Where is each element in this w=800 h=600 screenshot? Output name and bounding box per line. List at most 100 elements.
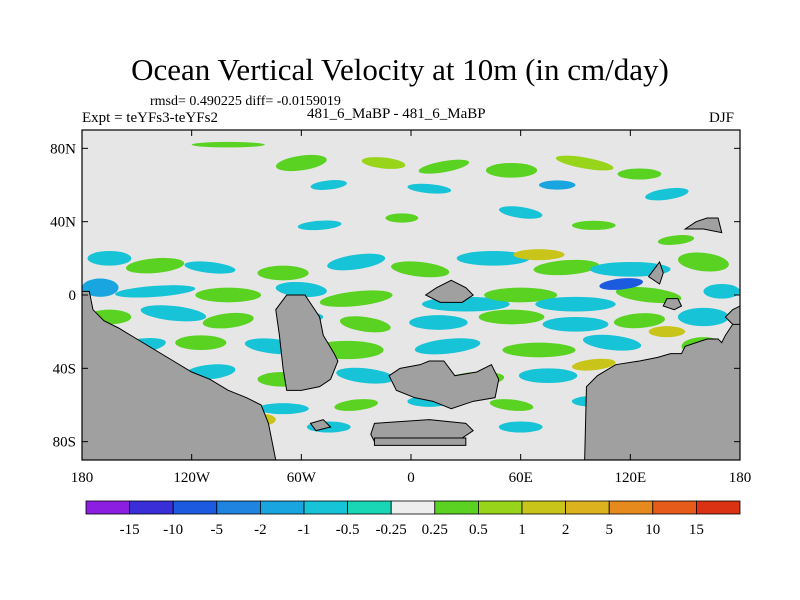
field-patch (648, 326, 686, 338)
field-patch (513, 249, 565, 261)
field-patch (175, 335, 227, 350)
figure-title: Ocean Vertical Velocity at 10m (in cm/da… (131, 52, 669, 87)
field-patch (657, 235, 695, 245)
colorbar-box (521, 500, 566, 515)
colorbar-box (216, 500, 261, 515)
field-patch (319, 290, 393, 307)
colorbar-box (172, 500, 218, 515)
field-patch (275, 281, 327, 298)
case-names-label: 481_6_MaBP - 481_6_MaBP (307, 106, 486, 122)
stats-label: rmsd= 0.490225 diff= -0.0159019 (150, 94, 341, 109)
land-mask (82, 217, 740, 460)
field-patch (590, 262, 671, 277)
land-shape (309, 419, 332, 432)
colorbar-label: 0.25 (422, 522, 448, 538)
field-patch (571, 220, 616, 230)
map-axes: 180 120W 60W 0 60E 120E 180 80N 40N 0 40S 80S (50, 130, 751, 486)
colorbar-box (129, 500, 174, 515)
colorbar-box (347, 500, 392, 515)
land-shape (683, 217, 723, 234)
field-patch (202, 312, 254, 329)
field-patch (140, 305, 207, 322)
field-patch (87, 251, 132, 266)
land-shape (424, 279, 474, 303)
field-patch (385, 213, 419, 223)
colorbar-box (652, 500, 697, 515)
y-tick-label: 80N (50, 141, 76, 157)
field-patch (555, 155, 614, 171)
experiment-label: Expt = teYFs3-teYFs2 (82, 110, 218, 126)
colorbar-label: -0.5 (336, 522, 360, 538)
colorbar-box (434, 500, 479, 515)
field-patch (361, 157, 406, 169)
field-patch (391, 261, 450, 278)
colorbar-box (608, 500, 654, 515)
field-patch (184, 261, 236, 274)
land-shape (82, 290, 277, 460)
colorbar-box (259, 500, 305, 515)
field-patch (418, 159, 470, 174)
x-tick-label: 120E (614, 470, 646, 486)
colorbar-label: -10 (163, 522, 183, 538)
field-patch (533, 259, 600, 276)
field-patch (191, 141, 265, 148)
field-patch (484, 287, 558, 303)
colorbar-label: -1 (298, 522, 311, 538)
colorbar-box (303, 500, 348, 515)
field-patch (599, 278, 644, 290)
y-tick-label: 0 (69, 288, 77, 304)
land-shape (275, 294, 339, 391)
colorbar-box (696, 500, 741, 515)
x-tick-label: 120W (173, 470, 211, 486)
colorbar-label: -2 (254, 522, 267, 538)
field-patch (275, 154, 327, 172)
y-tick-label: 40N (50, 215, 76, 231)
field-patch (518, 368, 578, 383)
field-patch (571, 358, 616, 371)
field-patch (195, 287, 262, 303)
field-patch (498, 206, 543, 219)
field-patch (615, 286, 682, 304)
field-patch (334, 399, 378, 411)
field-patch (535, 296, 616, 312)
x-tick-label: 180 (729, 470, 752, 486)
field-patch (502, 342, 576, 358)
field-patch (542, 317, 609, 332)
field-patch (582, 334, 642, 351)
field-patch (617, 168, 662, 180)
colorbar-box (565, 500, 610, 515)
colorbar-label: -15 (120, 522, 140, 538)
colorbar-label: 5 (605, 522, 613, 538)
field-patch (485, 163, 538, 178)
x-tick-label: 60W (287, 470, 317, 486)
field-patch (677, 307, 730, 327)
colorbar-box (390, 500, 436, 515)
y-tick-label: 40S (53, 361, 76, 377)
colorbar-box (85, 500, 130, 515)
field-patch (82, 278, 119, 297)
land-shape (373, 437, 467, 446)
colorbar-label: 15 (689, 522, 704, 538)
field-patch (297, 220, 342, 231)
x-tick-label: 180 (71, 470, 94, 486)
field-patch (407, 183, 452, 194)
land-shape (662, 298, 683, 311)
field-patch (257, 403, 309, 415)
colorbar-label: 2 (562, 522, 570, 538)
colorbar-label: -0.25 (376, 522, 407, 538)
land-shape (724, 305, 740, 325)
colorbar-label: 1 (518, 522, 526, 538)
field-patch (125, 257, 185, 274)
field-patch (703, 284, 740, 299)
field-patch (114, 285, 196, 298)
field-patch (409, 315, 468, 330)
colorbar-label: 10 (645, 522, 660, 538)
colorbar-box (477, 500, 523, 515)
land-shape (388, 360, 500, 410)
field-patch (339, 316, 391, 333)
field-patch (456, 251, 530, 266)
field-patch (498, 421, 543, 433)
x-tick-label: 0 (407, 470, 415, 486)
field-patch (677, 252, 729, 272)
